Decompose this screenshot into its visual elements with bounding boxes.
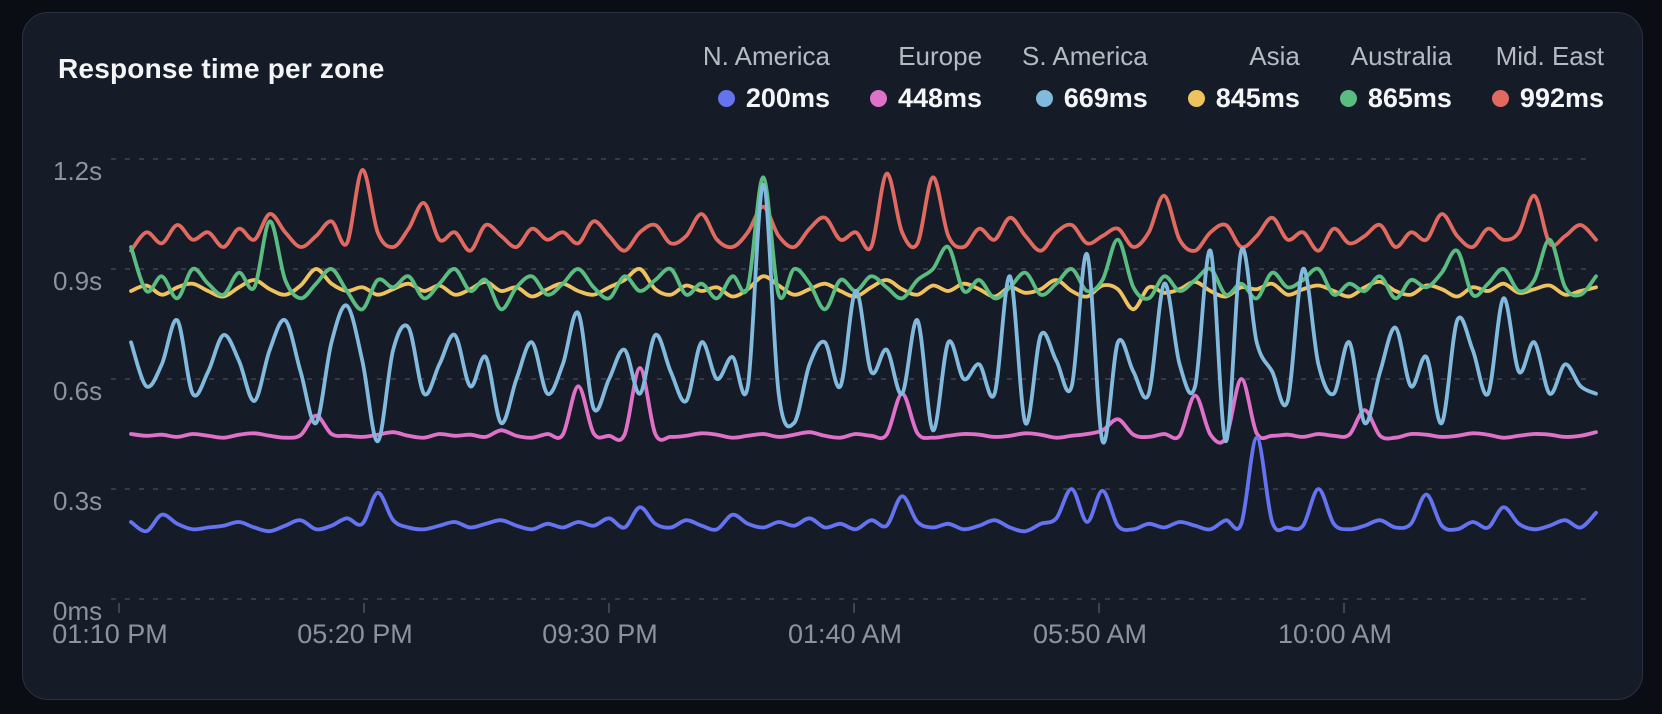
legend-series-value: 669ms xyxy=(1063,83,1148,113)
legend-item-n-america[interactable]: N. America 200ms xyxy=(703,41,830,114)
x-axis-label: 05:20 PM xyxy=(297,619,413,649)
legend-series-value: 448ms xyxy=(897,83,983,113)
legend-series-value: 992ms xyxy=(1519,83,1604,113)
x-axis-label: 05:50 AM xyxy=(1033,619,1147,649)
legend-series-name: Europe xyxy=(898,41,983,71)
legend-series-value: 865ms xyxy=(1367,83,1452,113)
x-axis-label: 01:40 AM xyxy=(788,619,902,649)
series-line-mid-east xyxy=(129,168,1598,253)
legend-dot-icon xyxy=(1187,90,1205,107)
legend-item-mid-east[interactable]: Mid. East 992ms xyxy=(1491,41,1604,114)
legend-item-asia[interactable]: Asia 845ms xyxy=(1187,41,1300,114)
y-axis-label: 0.3s xyxy=(53,486,102,516)
legend-value-row: 992ms xyxy=(1491,83,1604,114)
legend-series-value: 845ms xyxy=(1215,83,1300,113)
chart-title: Response time per zone xyxy=(58,53,385,84)
x-axis-label: 09:30 PM xyxy=(542,619,658,649)
legend-series-name: Mid. East xyxy=(1495,41,1604,71)
series-line-asia xyxy=(129,267,1598,312)
legend-series-value: 200ms xyxy=(745,83,830,113)
card-header: Response time per zone N. America 200ms Eu… xyxy=(23,13,1642,114)
legend-dot-icon xyxy=(1035,90,1053,107)
legend-series-name: N. America xyxy=(702,41,830,71)
legend-item-europe[interactable]: Europe 448ms xyxy=(869,41,983,114)
x-axis-label: 10:00 AM xyxy=(1278,619,1392,649)
y-axis-label: 0ms xyxy=(53,596,102,626)
legend-item-australia[interactable]: Australia 865ms xyxy=(1339,41,1452,114)
y-axis-label: 0.6s xyxy=(53,376,102,406)
legend-value-row: 448ms xyxy=(869,83,983,114)
series-line-europe xyxy=(129,366,1598,445)
series-line-s-america xyxy=(129,182,1598,445)
legend: N. America 200ms Europe 448ms S. America 669m… xyxy=(703,41,1604,114)
legend-value-row: 200ms xyxy=(717,83,830,114)
legend-dot-icon xyxy=(1339,90,1357,107)
legend-item-s-america[interactable]: S. America 669ms xyxy=(1022,41,1148,114)
legend-series-name: Australia xyxy=(1350,41,1452,71)
legend-value-row: 669ms xyxy=(1035,83,1148,114)
chart-area[interactable]: 1.2s 0.9s 0.6s 0.3s 0ms 01:10 PM 05:20 PM 09:30… xyxy=(39,136,1642,658)
legend-dot-icon xyxy=(717,90,735,107)
legend-series-name: S. America xyxy=(1022,41,1148,71)
response-time-card: Response time per zone N. America 200ms Eu… xyxy=(22,12,1643,700)
legend-value-row: 865ms xyxy=(1339,83,1452,114)
y-axis-label: 0.9s xyxy=(53,266,102,296)
y-axis-label: 1.2s xyxy=(53,156,102,186)
legend-dot-icon xyxy=(869,90,887,107)
x-axis-label: 01:10 PM xyxy=(52,619,168,649)
legend-dot-icon xyxy=(1491,90,1509,107)
legend-value-row: 845ms xyxy=(1187,83,1300,114)
series-line-n-america xyxy=(129,435,1598,534)
legend-series-name: Asia xyxy=(1249,41,1300,71)
